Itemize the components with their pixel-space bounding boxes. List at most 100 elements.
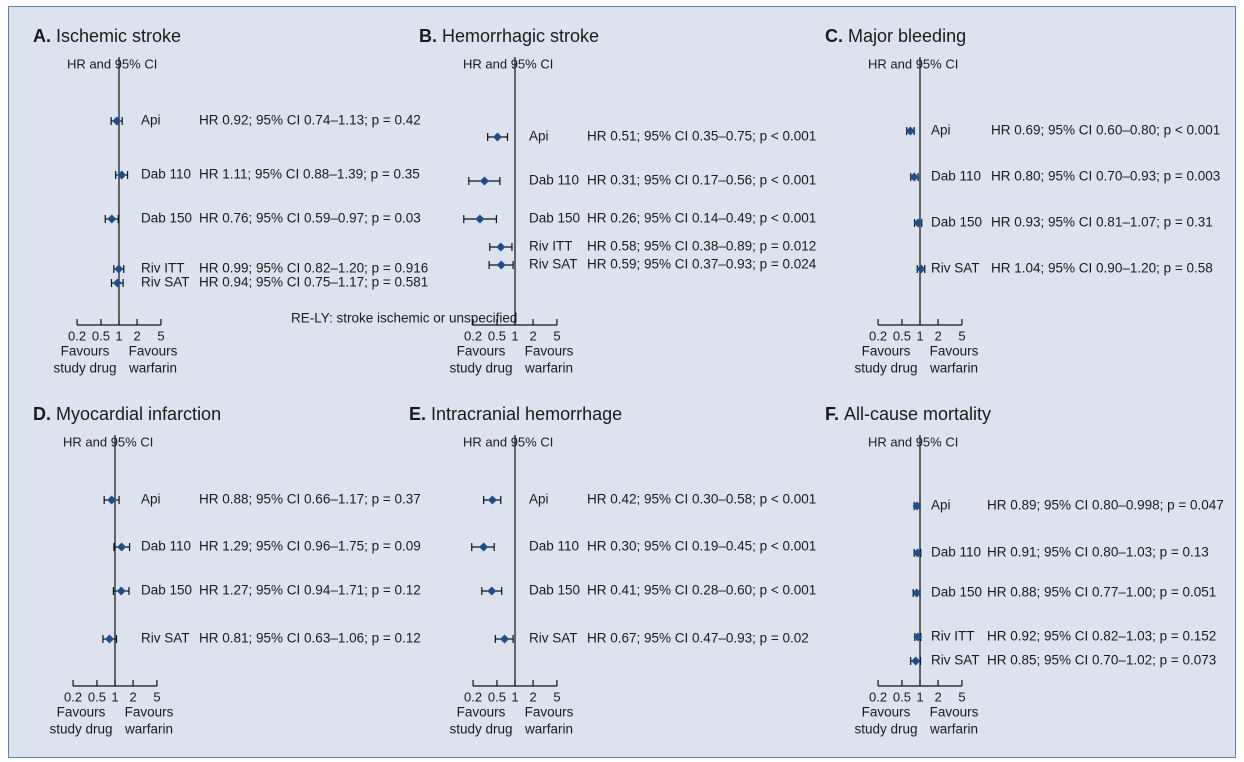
row-hr-text: HR 0.94; 95% CI 0.75–1.17; p = 0.581 xyxy=(199,275,428,290)
hr-point xyxy=(911,656,921,666)
favours-right-line2: warfarin xyxy=(929,722,978,737)
favours-right-line2: warfarin xyxy=(524,722,573,737)
panel-title: F. All-cause mortality xyxy=(825,404,991,424)
row-hr-text: HR 0.42; 95% CI 0.30–0.58; p < 0.001 xyxy=(587,492,816,507)
favours-left-line2: study drug xyxy=(449,722,512,737)
panel-title-text: Ischemic stroke xyxy=(56,26,181,46)
row-label: Riv SAT xyxy=(141,631,190,646)
panel-letter: D. xyxy=(33,404,56,424)
row-hr-text: HR 0.31; 95% CI 0.17–0.56; p < 0.001 xyxy=(587,173,816,188)
row-hr-text: HR 0.80; 95% CI 0.70–0.93; p = 0.003 xyxy=(991,169,1220,184)
x-tick-label: 0.2 xyxy=(68,328,86,343)
row-hr-text: HR 0.88; 95% CI 0.77–1.00; p = 0.051 xyxy=(987,585,1216,600)
hr-point xyxy=(107,495,117,505)
favours-right-line1: Favours xyxy=(129,344,178,359)
row-label: Riv ITT xyxy=(529,239,573,254)
row-hr-text: HR 0.91; 95% CI 0.80–1.03; p = 0.13 xyxy=(987,545,1209,560)
x-tick-label: 0.5 xyxy=(88,689,106,704)
row-hr-text: HR 0.59; 95% CI 0.37–0.93; p = 0.024 xyxy=(587,257,817,272)
hr-point xyxy=(912,588,922,598)
hr-point xyxy=(475,214,485,224)
panel-subtitle: HR and 95% CI xyxy=(63,434,153,449)
panel-subtitle: HR and 95% CI xyxy=(868,434,958,449)
x-tick-label: 1 xyxy=(916,689,923,704)
panel-subtitle: HR and 95% CI xyxy=(67,56,157,71)
favours-left-line2: study drug xyxy=(49,722,112,737)
x-tick-label: 0.5 xyxy=(488,328,506,343)
hr-point xyxy=(107,214,117,224)
hr-point xyxy=(909,172,919,182)
row-label: Riv SAT xyxy=(529,257,578,272)
favours-left-line1: Favours xyxy=(457,344,506,359)
x-tick-label: 1 xyxy=(916,328,923,343)
forest-panel-2: B. Hemorrhagic stroke HR and 95% CI 0.2 0.5… xyxy=(419,26,817,376)
row-label: Dab 150 xyxy=(931,215,982,230)
x-tick-label: 0.5 xyxy=(893,328,911,343)
row-hr-text: HR 0.26; 95% CI 0.14–0.49; p < 0.001 xyxy=(587,211,816,226)
hr-point xyxy=(112,278,122,288)
row-label: Api xyxy=(141,113,161,128)
row-hr-text: HR 1.29; 95% CI 0.96–1.75; p = 0.09 xyxy=(199,539,421,554)
row-hr-text: HR 0.69; 95% CI 0.60–0.80; p < 0.001 xyxy=(991,123,1220,138)
row-hr-text: HR 1.27; 95% CI 0.94–1.71; p = 0.12 xyxy=(199,583,421,598)
favours-right-line1: Favours xyxy=(525,344,574,359)
panel-letter: B. xyxy=(419,26,442,46)
panel-title-text: Intracranial hemorrhage xyxy=(431,404,622,424)
hr-point xyxy=(112,116,122,126)
panel-letter: E. xyxy=(409,404,431,424)
row-label: Dab 110 xyxy=(529,173,579,188)
x-tick-label: 2 xyxy=(129,689,136,704)
row-hr-text: HR 0.81; 95% CI 0.63–1.06; p = 0.12 xyxy=(199,631,421,646)
panel-title-text: All-cause mortality xyxy=(844,404,991,424)
hr-point xyxy=(496,242,506,252)
row-label: Api xyxy=(141,492,161,507)
forest-panel-6: F. All-cause mortality HR and 95% CI 0.2 0.… xyxy=(825,404,1224,737)
favours-right-line2: warfarin xyxy=(524,361,573,376)
hr-point xyxy=(114,264,124,274)
panel-title-text: Myocardial infarction xyxy=(56,404,221,424)
x-tick-label: 0.2 xyxy=(869,328,887,343)
hr-point xyxy=(496,260,506,270)
row-label: Dab 110 xyxy=(141,539,191,554)
row-label: Riv SAT xyxy=(529,631,578,646)
panel-subtitle: HR and 95% CI xyxy=(868,56,958,71)
x-tick-label: 2 xyxy=(934,689,941,704)
panel-subtitle: HR and 95% CI xyxy=(463,434,553,449)
hr-point xyxy=(916,264,926,274)
x-tick-label: 1 xyxy=(511,328,518,343)
x-tick-label: 2 xyxy=(529,689,536,704)
row-hr-text: HR 0.93; 95% CI 0.81–1.07; p = 0.31 xyxy=(991,215,1213,230)
x-tick-label: 0.2 xyxy=(464,328,482,343)
row-hr-text: HR 0.51; 95% CI 0.35–0.75; p < 0.001 xyxy=(587,129,816,144)
hr-point xyxy=(492,132,502,142)
forest-plot-figure: A. Ischemic stroke HR and 95% CI 0.2 0.5 1 2 5… xyxy=(8,6,1236,758)
favours-left-line2: study drug xyxy=(53,361,116,376)
row-hr-text: HR 0.58; 95% CI 0.38–0.89; p = 0.012 xyxy=(587,239,816,254)
hr-point xyxy=(913,218,923,228)
panel-title: B. Hemorrhagic stroke xyxy=(419,26,599,46)
hr-point xyxy=(913,632,923,642)
row-label: Dab 150 xyxy=(529,211,580,226)
x-tick-label: 1 xyxy=(111,689,118,704)
x-tick-label: 5 xyxy=(958,689,965,704)
row-label: Dab 150 xyxy=(931,585,982,600)
row-hr-text: HR 0.99; 95% CI 0.82–1.20; p = 0.916 xyxy=(199,261,428,276)
row-label: Riv SAT xyxy=(931,261,980,276)
hr-point xyxy=(117,170,127,180)
x-tick-label: 0.5 xyxy=(488,689,506,704)
row-hr-text: HR 0.88; 95% CI 0.66–1.17; p = 0.37 xyxy=(199,492,421,507)
panel-title: E. Intracranial hemorrhage xyxy=(409,404,622,424)
favours-right-line1: Favours xyxy=(930,344,979,359)
row-label: Api xyxy=(529,492,549,507)
row-label: Riv ITT xyxy=(931,629,975,644)
row-label: Dab 110 xyxy=(529,539,579,554)
favours-right-line2: warfarin xyxy=(929,361,978,376)
row-hr-text: HR 0.92; 95% CI 0.82–1.03; p = 0.152 xyxy=(987,629,1216,644)
row-hr-text: HR 1.11; 95% CI 0.88–1.39; p = 0.35 xyxy=(199,167,420,182)
favours-left-line2: study drug xyxy=(854,722,917,737)
panel-title: D. Myocardial infarction xyxy=(33,404,221,424)
x-tick-label: 0.5 xyxy=(893,689,911,704)
favours-left-line1: Favours xyxy=(862,705,911,720)
